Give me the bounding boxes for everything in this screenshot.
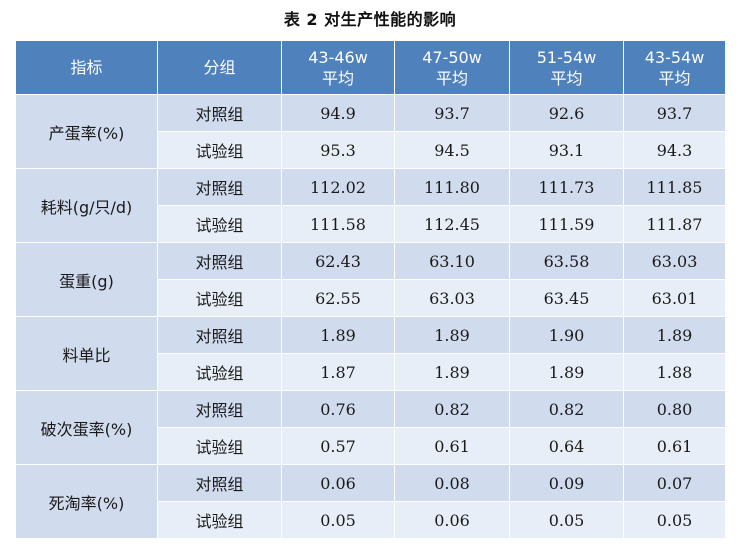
group-label: 对照组 bbox=[157, 390, 282, 428]
value-cell: 94.9 bbox=[281, 94, 395, 132]
group-label: 试验组 bbox=[157, 427, 282, 465]
header-period-1: 43-46w 平均 bbox=[281, 40, 395, 95]
value-cell: 0.82 bbox=[509, 390, 624, 428]
value-cell: 111.59 bbox=[509, 205, 624, 243]
table-row: 试验组 111.58 112.45 111.59 111.87 bbox=[16, 205, 726, 243]
value-cell: 95.3 bbox=[281, 131, 395, 169]
value-cell: 0.64 bbox=[509, 427, 624, 465]
header-period-range: 43-46w bbox=[308, 47, 368, 67]
table-row: 料单比 对照组 1.89 1.89 1.90 1.89 bbox=[15, 316, 726, 391]
group-label: 对照组 bbox=[157, 94, 282, 132]
value-cell: 92.6 bbox=[509, 94, 624, 132]
header-period-4: 43-54w 平均 bbox=[623, 40, 726, 95]
table-row: 试验组 95.3 94.5 93.1 94.3 bbox=[16, 131, 726, 169]
value-cell: 0.06 bbox=[394, 501, 510, 539]
value-cell: 1.90 bbox=[509, 316, 624, 354]
value-cell: 63.03 bbox=[623, 242, 726, 280]
value-cell: 93.7 bbox=[394, 94, 510, 132]
table-row: 破次蛋率(%) 对照组 0.76 0.82 0.82 0.80 bbox=[15, 390, 726, 465]
value-cell: 1.89 bbox=[623, 316, 726, 354]
value-cell: 1.89 bbox=[394, 353, 510, 391]
value-cell: 111.58 bbox=[281, 205, 395, 243]
header-row: 指标 分组 43-46w 平均 47-50w 平均 51-54w 平均 43-5… bbox=[15, 40, 726, 95]
value-cell: 112.02 bbox=[281, 168, 395, 206]
value-cell: 0.05 bbox=[281, 501, 395, 539]
value-cell: 1.87 bbox=[281, 353, 395, 391]
group-label: 试验组 bbox=[157, 279, 282, 317]
value-cell: 1.89 bbox=[281, 316, 395, 354]
performance-table: 指标 分组 43-46w 平均 47-50w 平均 51-54w 平均 43-5… bbox=[15, 40, 726, 539]
table-caption: 表 2 对生产性能的影响 bbox=[283, 10, 457, 29]
group-label: 对照组 bbox=[157, 168, 282, 206]
header-period-range: 47-50w bbox=[422, 47, 482, 67]
header-period-2: 47-50w 平均 bbox=[394, 40, 510, 95]
value-cell: 0.80 bbox=[623, 390, 726, 428]
value-cell: 93.1 bbox=[509, 131, 624, 169]
value-cell: 0.05 bbox=[623, 501, 726, 539]
metric-label: 破次蛋率(%) bbox=[15, 390, 158, 465]
value-cell: 111.73 bbox=[509, 168, 624, 206]
group-label: 对照组 bbox=[157, 316, 282, 354]
metric-label: 料单比 bbox=[15, 316, 158, 391]
table-row: 试验组 1.87 1.89 1.89 1.88 bbox=[16, 353, 726, 391]
value-cell: 0.57 bbox=[281, 427, 395, 465]
header-period-stat: 平均 bbox=[321, 68, 354, 88]
header-metric: 指标 bbox=[15, 40, 158, 95]
group-label: 对照组 bbox=[157, 242, 282, 280]
table-row: 试验组 0.05 0.06 0.05 0.05 bbox=[16, 501, 726, 539]
table-row: 试验组 62.55 63.03 63.45 63.01 bbox=[16, 279, 726, 317]
value-cell: 63.03 bbox=[394, 279, 510, 317]
value-cell: 0.05 bbox=[509, 501, 624, 539]
value-cell: 1.89 bbox=[394, 316, 510, 354]
table-row: 蛋重(g) 对照组 62.43 63.10 63.58 63.03 bbox=[15, 242, 726, 317]
value-cell: 62.55 bbox=[281, 279, 395, 317]
metric-label: 死淘率(%) bbox=[15, 464, 158, 539]
group-label: 试验组 bbox=[157, 353, 282, 391]
value-cell: 111.80 bbox=[394, 168, 510, 206]
value-cell: 0.76 bbox=[281, 390, 395, 428]
group-label: 试验组 bbox=[157, 205, 282, 243]
value-cell: 0.61 bbox=[394, 427, 510, 465]
value-cell: 111.85 bbox=[623, 168, 726, 206]
value-cell: 112.45 bbox=[394, 205, 510, 243]
value-cell: 63.10 bbox=[394, 242, 510, 280]
header-period-range: 51-54w bbox=[536, 47, 597, 67]
metric-label: 耗料(g/只/d) bbox=[15, 168, 158, 243]
value-cell: 62.43 bbox=[281, 242, 395, 280]
group-label: 试验组 bbox=[157, 131, 282, 169]
header-period-3: 51-54w 平均 bbox=[509, 40, 624, 95]
value-cell: 0.08 bbox=[394, 464, 510, 502]
group-label: 试验组 bbox=[157, 501, 282, 539]
table-row: 试验组 0.57 0.61 0.64 0.61 bbox=[16, 427, 726, 465]
value-cell: 111.87 bbox=[623, 205, 726, 243]
table-row: 死淘率(%) 对照组 0.06 0.08 0.09 0.07 bbox=[15, 464, 726, 539]
header-period-stat: 平均 bbox=[550, 68, 583, 88]
value-cell: 94.3 bbox=[623, 131, 726, 169]
value-cell: 63.45 bbox=[509, 279, 624, 317]
metric-label: 蛋重(g) bbox=[15, 242, 158, 317]
value-cell: 94.5 bbox=[394, 131, 510, 169]
value-cell: 0.07 bbox=[623, 464, 726, 502]
group-label: 对照组 bbox=[157, 464, 282, 502]
table-row: 产蛋率(%) 对照组 94.9 93.7 92.6 93.7 bbox=[15, 94, 726, 169]
value-cell: 0.09 bbox=[509, 464, 624, 502]
header-group: 分组 bbox=[157, 40, 282, 95]
value-cell: 0.82 bbox=[394, 390, 510, 428]
value-cell: 93.7 bbox=[623, 94, 726, 132]
table-row: 耗料(g/只/d) 对照组 112.02 111.80 111.73 111.8… bbox=[15, 168, 726, 243]
value-cell: 0.61 bbox=[623, 427, 726, 465]
header-period-range: 43-54w bbox=[644, 47, 705, 67]
value-cell: 0.06 bbox=[281, 464, 395, 502]
header-period-stat: 平均 bbox=[435, 68, 468, 88]
metric-label: 产蛋率(%) bbox=[15, 94, 158, 169]
value-cell: 63.01 bbox=[623, 279, 726, 317]
value-cell: 63.58 bbox=[509, 242, 624, 280]
header-period-stat: 平均 bbox=[658, 68, 691, 88]
value-cell: 1.88 bbox=[623, 353, 726, 391]
value-cell: 1.89 bbox=[509, 353, 624, 391]
